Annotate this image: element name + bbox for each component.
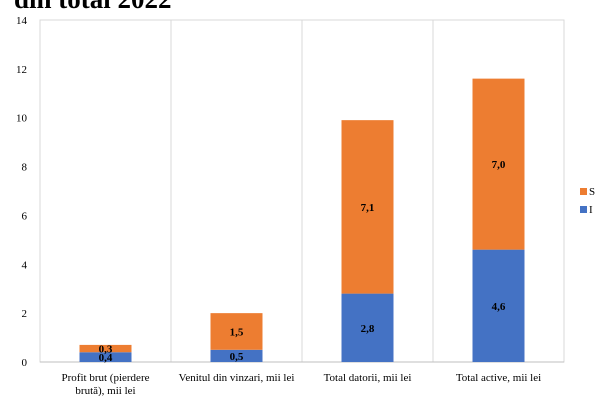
bar-segment-s (79, 344, 132, 353)
bar-segment-i (210, 349, 263, 362)
y-tick-label: 12 (16, 64, 27, 76)
chart-title: din total 2022 (14, 0, 172, 15)
bar-segment-s (341, 120, 394, 294)
y-tick-label: 0 (22, 357, 28, 369)
legend-label: S (589, 186, 595, 198)
bar-segment-s (472, 78, 525, 250)
y-tick-label: 14 (16, 15, 28, 27)
category-label: Profit brut (pierdere brută), mii lei (62, 372, 150, 396)
legend-swatch-i (580, 206, 587, 213)
data-label: 4,6 (492, 301, 506, 313)
category-label: Total datorii, mii lei (324, 372, 412, 384)
legend-swatch-s (580, 188, 587, 195)
category-label: Venitul din vinzari, mii lei (179, 372, 295, 384)
category-label: Total active, mii lei (456, 372, 541, 384)
y-tick-label: 10 (16, 113, 28, 125)
y-tick-label: 6 (22, 210, 28, 222)
data-label: 7,0 (492, 159, 506, 171)
bar-segment-i (341, 293, 394, 362)
legend-label: I (589, 204, 593, 216)
data-label: 1,5 (230, 326, 244, 338)
data-label: 0,4 (99, 352, 113, 364)
y-tick-label: 4 (22, 259, 28, 271)
y-tick-label: 8 (22, 162, 28, 174)
data-label: 0,3 (99, 344, 113, 356)
bar-segment-i (472, 249, 525, 362)
data-label: 0,5 (230, 351, 244, 363)
bar-segment-i (79, 352, 132, 362)
data-label: 2,8 (361, 323, 375, 335)
y-tick-label: 2 (22, 308, 28, 320)
data-label: 7,1 (361, 202, 375, 214)
bar-segment-s (210, 313, 263, 350)
